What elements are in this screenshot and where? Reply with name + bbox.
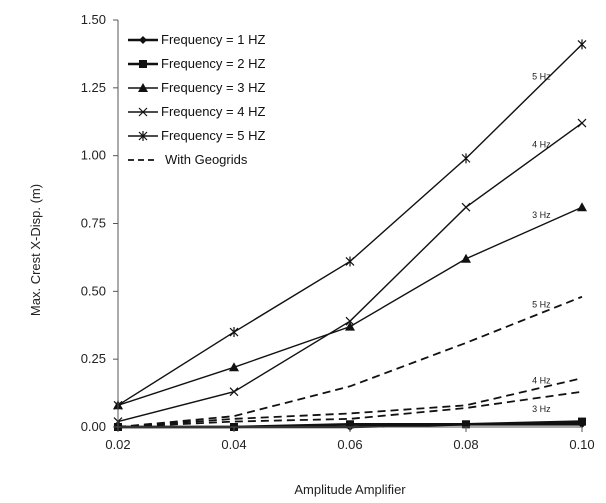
data-point [229,387,239,397]
data-point [345,316,355,326]
legend-item: Frequency = 5 HZ [128,128,265,143]
legend-label: With Geogrids [165,152,248,167]
y-tick-label: 0.00 [81,419,106,434]
y-tick-label: 0.50 [81,283,106,298]
data-point [345,256,355,267]
data-point [577,202,587,212]
data-point [461,153,471,164]
legend-item: Frequency = 1 HZ [128,32,265,47]
legend-item: Frequency = 3 HZ [128,80,265,95]
series-annotation: 4 Hz [532,376,551,386]
geogrid-line-5hz [117,295,583,428]
data-point [229,327,239,338]
legend-marker [138,107,148,117]
y-axis-title: Max. Crest X-Disp. (m) [28,184,43,316]
x-axis-title: Amplitude Amplifier [294,482,406,497]
x-tick-label: 0.10 [569,437,594,452]
x-tick-label: 0.02 [105,437,130,452]
data-point [461,202,471,212]
x-tick-label: 0.04 [221,437,246,452]
data-point [461,253,471,263]
legend-marker [139,60,147,68]
legend-item: Frequency = 4 HZ [128,104,265,119]
legend-marker [138,131,148,141]
data-point [229,362,239,372]
y-tick-label: 1.50 [81,12,106,27]
data-point [345,321,355,331]
data-point [346,420,354,429]
data-point [462,420,470,429]
series-line-3hz [117,206,583,406]
data-point [577,118,587,128]
legend-marker [138,83,148,92]
legend-item: With Geogrids [128,152,248,167]
legend-marker [139,36,147,44]
legend-label: Frequency = 5 HZ [161,128,265,143]
legend-label: Frequency = 4 HZ [161,104,265,119]
data-point [577,39,587,50]
series-line-4hz [117,122,583,423]
y-tick-label: 0.75 [81,216,106,231]
y-tick-label: 0.25 [81,351,106,366]
series-annotation: 5 Hz [532,72,551,82]
x-tick-label: 0.08 [453,437,478,452]
series-line-5hz [117,43,583,406]
series-annotation: 3 Hz [532,404,551,414]
data-point [578,417,586,426]
x-tick-label: 0.06 [337,437,362,452]
legend-item: Frequency = 2 HZ [128,56,265,71]
legend-label: Frequency = 1 HZ [161,32,265,47]
series-annotation: 4 Hz [532,140,551,150]
legend-label: Frequency = 2 HZ [161,56,265,71]
y-tick-label: 1.00 [81,148,106,163]
legend: Frequency = 1 HZ Frequency = 2 HZ Frequenc… [128,32,265,167]
legend-label: Frequency = 3 HZ [161,80,265,95]
y-tick-label: 1.25 [81,80,106,95]
series-annotation: 3 Hz [532,210,551,220]
series-annotation: 5 Hz [532,300,551,310]
